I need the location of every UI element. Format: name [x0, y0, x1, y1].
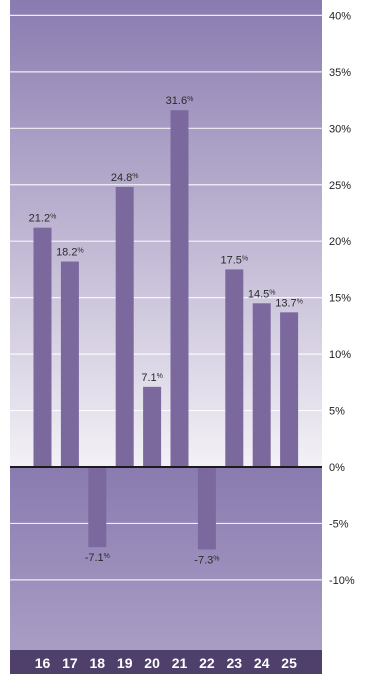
x-category-label: 17: [62, 655, 78, 671]
y-tick-label: -10%: [329, 575, 355, 587]
bar: [33, 227, 52, 467]
x-category-label: 20: [144, 655, 160, 671]
positive-region-background: [10, 0, 322, 467]
bar: [280, 312, 299, 467]
bar-value-label: 13.7%: [275, 297, 303, 309]
y-tick-label: 5%: [329, 406, 345, 418]
y-tick-label: 25%: [329, 180, 351, 192]
x-category-label: 18: [90, 655, 106, 671]
x-category-label: 21: [172, 655, 188, 671]
x-category-label: 22: [199, 655, 215, 671]
bar-value-label: 21.2%: [29, 213, 57, 225]
bar-value-label: 17.5%: [220, 254, 248, 266]
bar-value-label: 31.6%: [166, 95, 194, 107]
bar: [88, 467, 107, 548]
x-category-label: 23: [227, 655, 243, 671]
bar-value-label: 14.5%: [248, 288, 276, 300]
bar: [197, 467, 216, 550]
negative-region-background: [10, 467, 322, 650]
x-axis-categories: 16 17 18 19 20 21 22 23 24 25: [35, 655, 297, 671]
y-tick-label: 20%: [329, 236, 351, 248]
y-tick-label: 15%: [329, 293, 351, 305]
bars: [33, 110, 299, 550]
y-tick-label: 40%: [329, 10, 351, 22]
bar-value-label: 24.8%: [111, 172, 139, 184]
x-category-label: 19: [117, 655, 133, 671]
bar-value-label: 18.2%: [56, 247, 84, 259]
y-tick-label: 0%: [329, 462, 345, 474]
bar: [225, 269, 244, 467]
bar: [115, 187, 134, 467]
x-category-label: 24: [254, 655, 270, 671]
bar: [60, 261, 79, 467]
value-labels: 21.2%18.2%-7.1%24.8%7.1%31.6%-7.3%17.5%1…: [29, 95, 303, 566]
bar-value-label: -7.3%: [194, 554, 219, 566]
x-category-label: 25: [281, 655, 297, 671]
category-axis-strip: [10, 650, 322, 674]
y-axis-ticks: -10% -5% 0% 5% 10% 15% 20% 25% 30% 35% 40%: [329, 10, 355, 587]
y-tick-label: -5%: [329, 518, 349, 530]
bar: [170, 110, 189, 468]
bar-value-label: -7.1%: [85, 552, 110, 564]
bar: [143, 386, 162, 467]
x-category-label: 16: [35, 655, 51, 671]
bar: [252, 303, 271, 467]
y-tick-label: 10%: [329, 349, 351, 361]
y-tick-label: 30%: [329, 123, 351, 135]
y-tick-label: 35%: [329, 67, 351, 79]
